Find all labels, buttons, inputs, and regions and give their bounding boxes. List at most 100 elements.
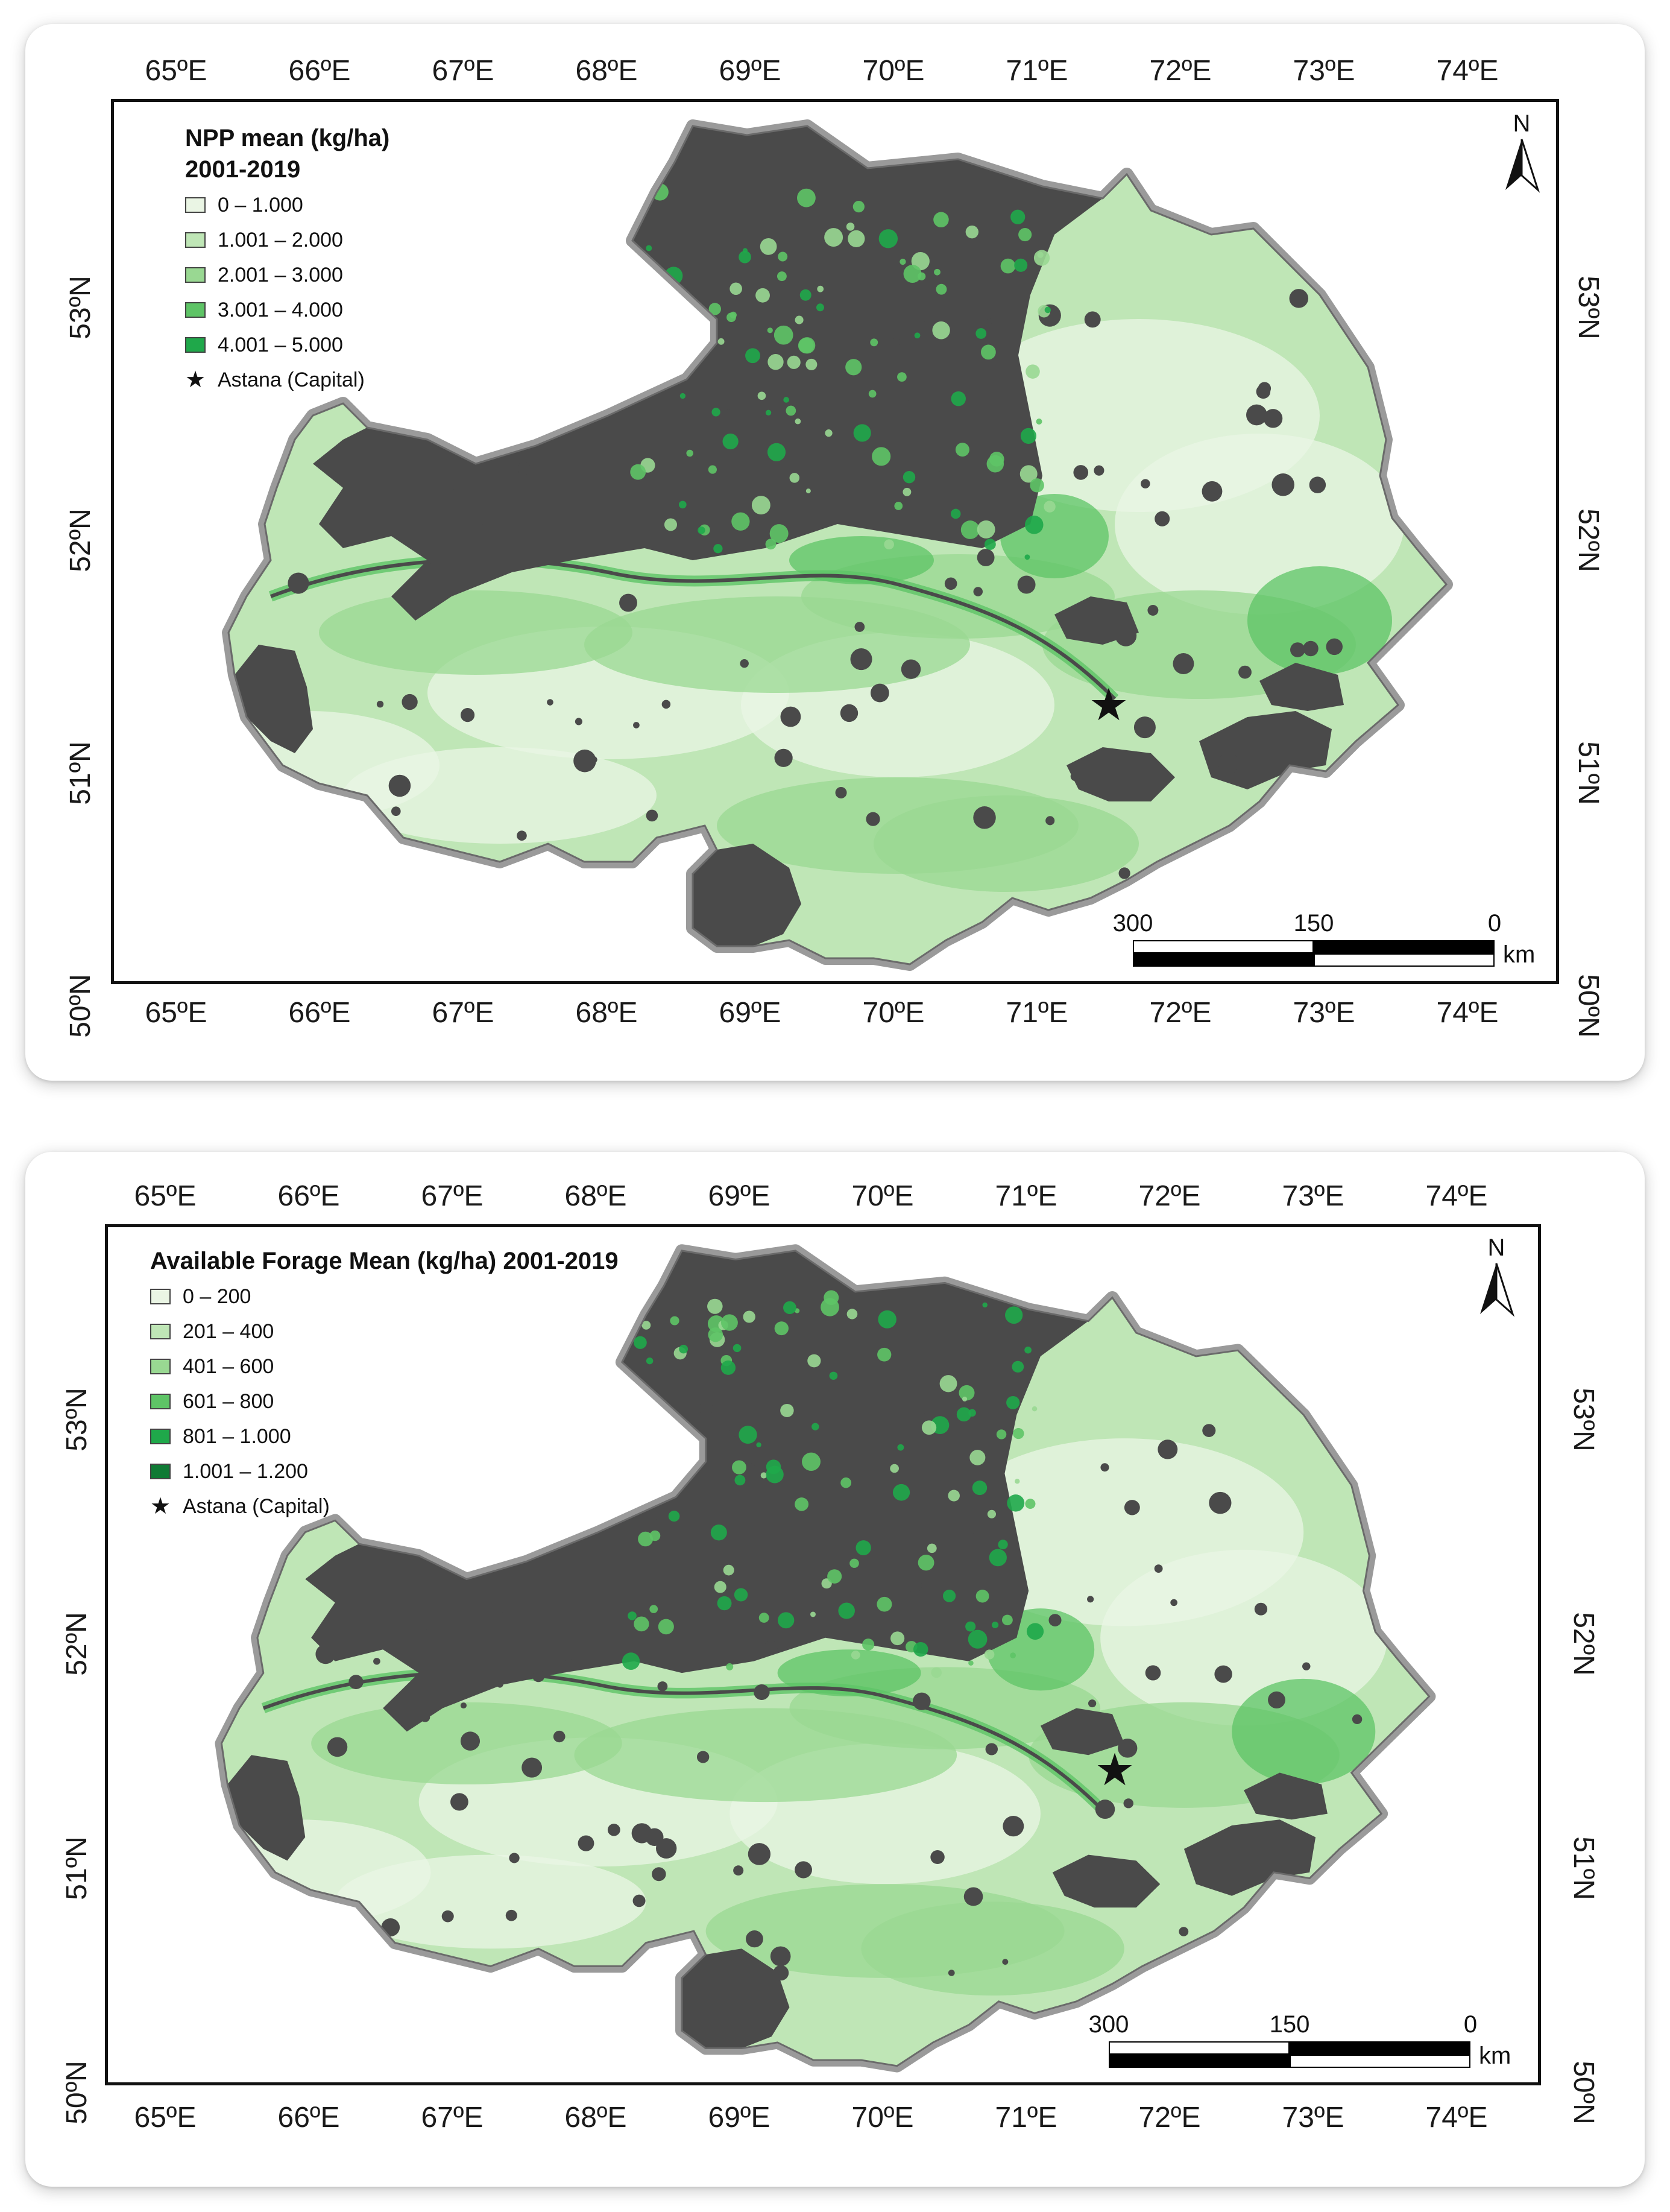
vegetation-speck <box>1026 364 1040 379</box>
masked-speck <box>391 806 401 817</box>
forage-legend-item: 201 – 400 <box>150 1314 619 1349</box>
vegetation-speck <box>870 338 878 347</box>
vegetation-speck <box>717 338 725 345</box>
vegetation-speck <box>855 1540 871 1556</box>
forage-legend-label: 201 – 400 <box>183 1319 274 1343</box>
longitude-label-bottom: 69ºE <box>708 2102 770 2134</box>
vegetation-speck <box>634 1616 649 1632</box>
latitude-label-left: 50ºN <box>65 974 96 1038</box>
vegetation-speck <box>1001 1614 1013 1626</box>
vegetation-speck <box>1013 1428 1024 1439</box>
vegetation-speck <box>721 1314 738 1331</box>
npp-legend-label: 4.001 – 5.000 <box>218 333 343 356</box>
masked-speck <box>1070 771 1080 782</box>
latitude-label-left: 53ºN <box>65 276 96 340</box>
masked-speck <box>1155 511 1170 526</box>
vegetation-speck <box>965 1621 976 1632</box>
masked-speck <box>547 699 553 706</box>
vegetation-speck <box>862 1638 875 1651</box>
vegetation-speck <box>765 539 777 550</box>
vegetation-speck <box>1036 419 1042 425</box>
masked-speck <box>948 1970 955 1976</box>
vegetation-speck <box>786 405 796 416</box>
vegetation-speck <box>670 1316 679 1326</box>
masked-speck <box>1271 473 1294 496</box>
npp-swatch-1 <box>185 197 206 213</box>
vegetation-speck <box>1019 465 1038 483</box>
latitude-label-right: 52ºN <box>1572 508 1604 572</box>
latitude-label-right: 53ºN <box>1568 1388 1599 1452</box>
vegetation-speck <box>950 508 961 519</box>
forage-legend-label: 0 – 200 <box>183 1285 251 1308</box>
masked-speck <box>699 1401 713 1416</box>
masked-speck <box>1003 1816 1024 1837</box>
vegetation-speck <box>810 1611 816 1617</box>
forage-legend-label: 401 – 600 <box>183 1354 274 1378</box>
masked-area <box>305 1250 1089 1732</box>
vegetation-speck <box>877 1347 892 1362</box>
river-line <box>269 558 1117 701</box>
masked-speck <box>973 806 996 829</box>
masked-speck <box>749 1446 771 1467</box>
scale-segment <box>1314 953 1495 967</box>
masked-speck <box>517 461 531 475</box>
vegetation-speck <box>729 282 742 295</box>
masked-speck <box>1174 1975 1186 1988</box>
masked-speck <box>632 1894 646 1907</box>
vegetation-speck <box>840 1477 852 1488</box>
masked-speck <box>348 1675 364 1690</box>
scale-segment <box>1290 2055 1470 2068</box>
longitude-label-top: 74ºE <box>1425 1180 1488 1212</box>
masked-speck <box>1254 1602 1268 1616</box>
masked-speck <box>944 577 957 590</box>
vegetation-speck <box>984 1649 995 1660</box>
latitude-label-left: 51ºN <box>65 741 96 805</box>
masked-speck <box>726 1430 736 1439</box>
north-label: N <box>1487 1234 1505 1261</box>
masked-speck <box>643 1507 658 1522</box>
vegetation-speck <box>731 512 750 531</box>
npp-legend-label: 1.001 – 2.000 <box>218 228 343 251</box>
masked-speck <box>460 1731 481 1751</box>
vegetation-speck <box>959 1385 975 1401</box>
masked-area <box>1040 1708 1124 1755</box>
vegetation-speck <box>717 1596 732 1611</box>
masked-speck <box>593 302 606 314</box>
masked-area <box>1244 1772 1328 1820</box>
masked-speck <box>1020 482 1030 491</box>
vegetation-speck <box>760 238 777 255</box>
north-arrow-icon <box>1480 1263 1515 1317</box>
latitude-label-left: 52ºN <box>61 1612 93 1676</box>
masked-speck <box>1084 311 1101 328</box>
vegetation-speck <box>664 518 677 531</box>
vegetation-speck <box>799 337 816 354</box>
vegetation-speck <box>900 258 906 265</box>
masked-speck <box>532 1670 545 1683</box>
vegetation-speck <box>816 303 824 312</box>
masked-speck <box>517 830 527 841</box>
vegetation-speck <box>760 1472 767 1479</box>
longitude-label-top: 74ºE <box>1436 55 1499 87</box>
vegetation-speck <box>795 315 804 324</box>
vegetation-speck <box>962 1396 968 1401</box>
masked-speck <box>289 1924 309 1944</box>
vegetation-speck <box>732 1460 746 1474</box>
longitude-label-top: 65ºE <box>145 55 207 87</box>
masked-speck <box>497 1534 509 1545</box>
vegetation-speck <box>667 1423 674 1429</box>
npp-map-frame: NPP mean (kg/ha) 2001-2019 0 – 1.000 1.0… <box>111 99 1559 984</box>
vegetation-speck <box>984 539 996 551</box>
masked-speck <box>733 1865 744 1876</box>
masked-speck <box>770 1946 791 1967</box>
vegetation-speck <box>1026 1623 1044 1640</box>
longitude-label-top: 71ºE <box>995 1180 1057 1212</box>
npp-map-panel: NPP mean (kg/ha) 2001-2019 0 – 1.000 1.0… <box>25 24 1645 1081</box>
vegetation-speck <box>890 1464 899 1473</box>
vegetation-speck <box>1012 1360 1024 1373</box>
masked-speck <box>1045 816 1055 826</box>
masked-speck <box>553 1730 566 1743</box>
masked-speck <box>1100 1463 1109 1472</box>
vegetation-speck <box>739 1426 757 1444</box>
vegetation-speck <box>897 1444 904 1451</box>
vegetation-speck <box>986 455 1004 473</box>
